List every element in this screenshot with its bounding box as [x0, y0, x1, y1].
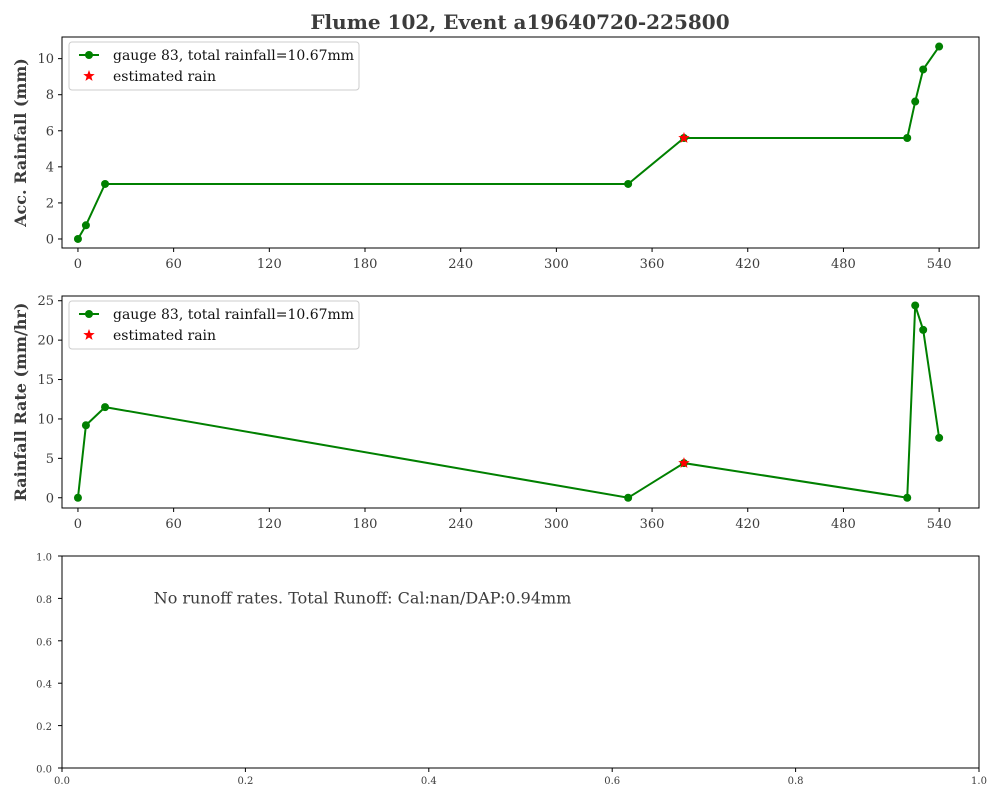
- x-tick-label: 420: [735, 517, 760, 532]
- legend-entry: gauge 83, total rainfall=10.67mm: [113, 307, 354, 323]
- y-tick-label: 10: [37, 412, 54, 427]
- x-tick-label: 480: [831, 257, 856, 272]
- estimated-rain-marker: [678, 131, 690, 143]
- x-tick-label: 180: [353, 257, 378, 272]
- plot-frame: [61, 36, 980, 249]
- legend-box: [68, 41, 360, 91]
- x-tick-label: 180: [353, 517, 378, 532]
- figure-title: Flume 102, Event a19640720-225800: [310, 10, 729, 34]
- data-point: [919, 65, 928, 74]
- y-tick-label: 1.0: [36, 553, 52, 564]
- subplot-1: 0 60 120 180 240 300 360 420 480 540 0 2 4 6 8 10 Acc. R…: [11, 36, 980, 272]
- data-point: [911, 301, 920, 310]
- x-tick-label: 0.0: [54, 776, 70, 787]
- x-tick-label: 540: [927, 517, 952, 532]
- x-tick-label: 0: [74, 517, 82, 532]
- legend-entry: estimated rain: [113, 69, 216, 85]
- y-tick-label: 0.2: [36, 722, 52, 733]
- x-tick-label: 120: [257, 517, 282, 532]
- x-tick-label: 240: [448, 517, 473, 532]
- legend-circle-swatch: [85, 51, 93, 59]
- y-tick-label: 5: [46, 452, 54, 467]
- data-point: [903, 133, 912, 142]
- x-tick-label: 240: [448, 257, 473, 272]
- y-tick-label: 0: [46, 232, 54, 247]
- x-tick-label: 0.2: [237, 776, 253, 787]
- legend-circle-swatch: [85, 310, 93, 318]
- y-tick-label: 20: [37, 334, 54, 349]
- y-tick-label: 10: [37, 52, 54, 67]
- y-tick-label: 25: [37, 294, 54, 309]
- y-tick-label: 8: [46, 88, 54, 103]
- x-tick-label: 540: [927, 257, 952, 272]
- subplot-3: 0.0 0.2 0.4 0.6 0.8 1.0 0.0 0.2 0.4 0.6 0.8 1.0 No r…: [36, 553, 987, 788]
- data-point: [101, 179, 110, 188]
- plot-frame: [61, 295, 980, 509]
- x-tick-label: 0.8: [788, 776, 804, 787]
- x-tick-label: 120: [257, 257, 282, 272]
- data-point: [919, 325, 928, 334]
- legend-entry: estimated rain: [113, 328, 216, 344]
- x-tick-label: 60: [165, 517, 182, 532]
- data-point: [935, 42, 944, 51]
- subplot-2: 0 60 120 180 240 300 360 420 480 540 0 5 10 15 20 25 Rai…: [11, 294, 980, 532]
- y-tick-label: 6: [46, 124, 54, 139]
- legend-entry: gauge 83, total rainfall=10.67mm: [113, 48, 354, 64]
- x-tick-label: 60: [165, 257, 182, 272]
- data-point: [911, 97, 920, 106]
- legend: gauge 83, total rainfall=10.67mm estimate…: [68, 300, 360, 350]
- y-tick-label: 0.6: [36, 637, 52, 648]
- legend: gauge 83, total rainfall=10.67mm estimate…: [68, 41, 360, 91]
- y-tick-label: 0: [46, 491, 54, 506]
- data-point: [101, 403, 110, 412]
- x-tick-label: 480: [831, 517, 856, 532]
- data-point: [624, 493, 633, 502]
- y-tick-label: 2: [46, 196, 54, 211]
- legend-star-swatch: [83, 329, 95, 340]
- y-tick-label: 15: [37, 373, 54, 388]
- y-tick-label: 0.8: [36, 595, 52, 606]
- x-tick-label: 0.6: [604, 776, 620, 787]
- x-tick-label: 300: [544, 257, 569, 272]
- x-tick-label: 0: [74, 257, 82, 272]
- plot-frame: [61, 555, 980, 769]
- data-point: [903, 493, 912, 502]
- data-point: [81, 221, 90, 230]
- data-point: [73, 234, 82, 243]
- x-tick-label: 1.0: [971, 776, 987, 787]
- y-axis-label: Acc. Rainfall (mm): [11, 58, 30, 228]
- chart-layer: 0 60 120 180 240 300 360 420 480 540 0 2 4 6 8 10 Acc. R…: [11, 36, 987, 788]
- data-point: [73, 493, 82, 502]
- x-tick-label: 360: [640, 517, 665, 532]
- x-tick-label: 360: [640, 257, 665, 272]
- data-point: [935, 433, 944, 442]
- x-tick-label: 0.4: [421, 776, 437, 787]
- x-tick-label: 420: [735, 257, 760, 272]
- y-axis-label: Rainfall Rate (mm/hr): [11, 303, 30, 502]
- legend-box: [68, 300, 360, 350]
- x-tick-label: 300: [544, 517, 569, 532]
- y-tick-label: 0.4: [36, 680, 52, 691]
- data-point: [624, 179, 633, 188]
- data-point: [81, 421, 90, 430]
- runoff-note: No runoff rates. Total Runoff: Cal:nan/D…: [154, 588, 572, 607]
- legend-star-swatch: [83, 70, 95, 81]
- estimated-rain-marker: [678, 457, 690, 468]
- y-tick-label: 4: [46, 160, 54, 175]
- y-tick-label: 0.0: [36, 765, 52, 776]
